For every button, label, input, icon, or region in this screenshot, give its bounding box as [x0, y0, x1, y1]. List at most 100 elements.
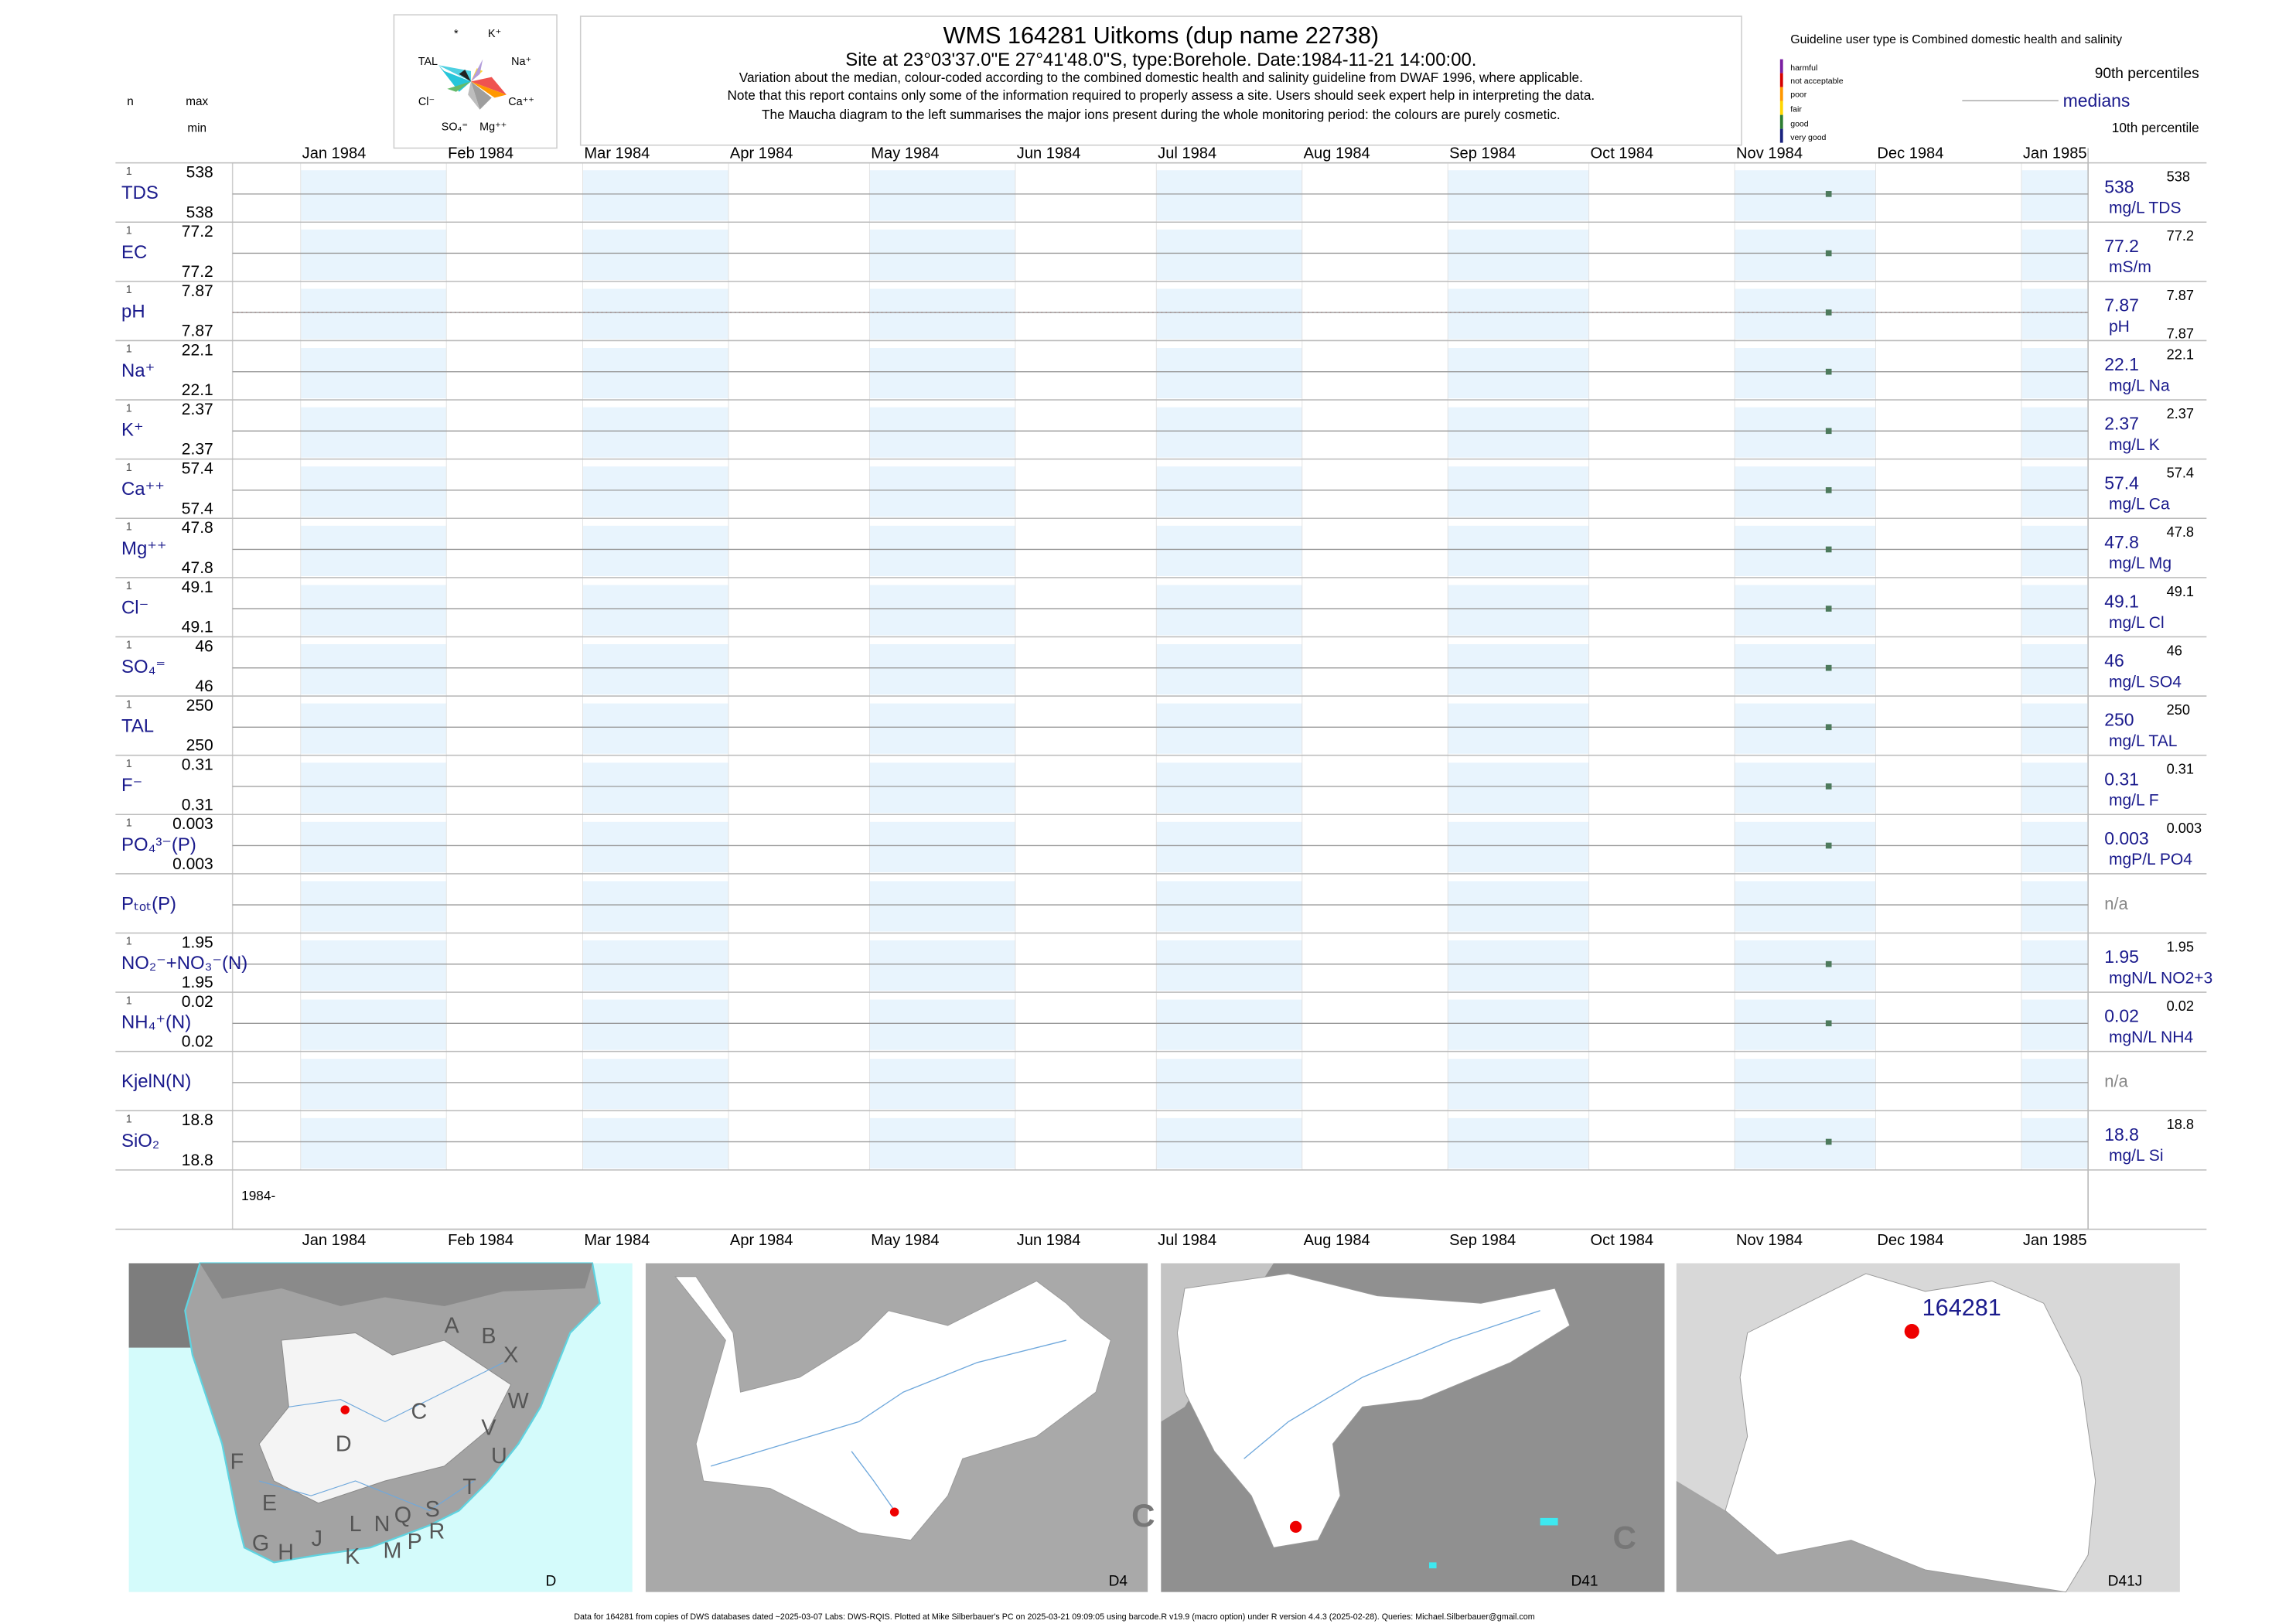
month-band	[2021, 407, 2089, 458]
month-band	[1156, 466, 1302, 517]
month-bands	[300, 170, 2089, 1169]
data-point	[1825, 664, 1832, 671]
x-tick-label: Apr 1984	[730, 145, 793, 162]
parameter-label: NH₄⁺(N)	[121, 1012, 191, 1033]
month-band	[1448, 525, 1589, 576]
month-band	[1156, 763, 1302, 814]
month-band	[1448, 348, 1589, 399]
month-band	[300, 821, 447, 872]
map-region-letter: N	[374, 1512, 391, 1537]
footer: Data for 164281 from copies of DWS datab…	[574, 1612, 1534, 1622]
maucha-label: Cl⁻	[418, 96, 435, 108]
month-band	[300, 288, 447, 339]
month-band	[582, 881, 729, 932]
max-value: 18.8	[182, 1111, 213, 1129]
map-catchment	[258, 1332, 512, 1504]
month-band	[1735, 1059, 1876, 1110]
p90-value: 49.1	[2167, 584, 2194, 599]
p90-value: 18.8	[2167, 1117, 2194, 1132]
column-head: min	[187, 122, 206, 135]
month-band	[300, 525, 447, 576]
min-value: 77.2	[182, 263, 213, 281]
month-band	[869, 288, 1015, 339]
min-value: 0.003	[172, 855, 213, 873]
map-panel	[1161, 1263, 1665, 1592]
month-band	[1448, 999, 1589, 1050]
min-value: 0.31	[182, 796, 213, 814]
min-value: 538	[186, 203, 213, 221]
month-band	[300, 348, 447, 399]
map-region-letter: F	[230, 1450, 244, 1475]
month-band	[1156, 644, 1302, 695]
month-band	[582, 466, 729, 517]
unit: mg/L Si	[2109, 1147, 2164, 1165]
maucha-wedge	[470, 59, 483, 82]
month-band	[2021, 170, 2089, 221]
start-label: 1984-	[241, 1188, 275, 1203]
median-value: 250	[2104, 710, 2134, 730]
maucha-wedge	[470, 81, 492, 110]
month-band	[582, 1059, 729, 1110]
max-value: 1.95	[182, 933, 213, 951]
x-tick-label: Jul 1984	[1158, 145, 1216, 162]
month-band	[1735, 703, 1876, 754]
min-value: 47.8	[182, 559, 213, 577]
map-label: D41J	[2108, 1573, 2143, 1589]
month-band	[582, 703, 729, 754]
maucha-label: *	[454, 28, 459, 40]
month-band	[869, 525, 1015, 576]
count: 1	[126, 165, 132, 178]
parameter-label: PO₄³⁻(P)	[121, 834, 196, 855]
parameter-label: pH	[121, 301, 145, 322]
median-value: 1.95	[2104, 947, 2139, 967]
count: 1	[126, 758, 132, 770]
unit: mg/L TDS	[2109, 200, 2182, 217]
map-river	[711, 1339, 1066, 1467]
parameter-label: Cl⁻	[121, 597, 148, 618]
month-band	[1156, 229, 1302, 280]
p90-value: 7.87	[2167, 288, 2194, 303]
map-river	[258, 1480, 475, 1511]
data-point	[1825, 724, 1832, 731]
month-band	[1448, 288, 1589, 339]
month-band	[1448, 940, 1589, 991]
x-tick-label: Nov 1984	[1736, 145, 1803, 162]
month-band	[1735, 585, 1876, 636]
p10-value: 7.87	[2167, 326, 2194, 342]
x-tick-label: Dec 1984	[1877, 1232, 1943, 1249]
month-band	[1735, 821, 1876, 872]
x-tick-label: Jun 1984	[1017, 1232, 1081, 1249]
median-value: 18.8	[2104, 1124, 2139, 1145]
month-band	[2021, 1059, 2089, 1110]
map-region-letter: S	[425, 1497, 440, 1522]
month-band	[2021, 940, 2089, 991]
site-line: Site at 23°03'37.0"E 27°41'48.0"S, type:…	[845, 49, 1476, 70]
median-value: 49.1	[2104, 591, 2139, 611]
month-band	[300, 703, 447, 754]
x-tick-label: May 1984	[871, 1232, 939, 1249]
count: 1	[126, 521, 132, 534]
month-band	[1156, 881, 1302, 932]
p90-value: 0.003	[2167, 821, 2202, 836]
month-band	[869, 1117, 1015, 1169]
data-point	[1825, 368, 1832, 375]
map-region-letter: C	[1613, 1520, 1636, 1556]
month-band	[582, 407, 729, 458]
data-point	[1825, 428, 1832, 435]
month-band	[1448, 763, 1589, 814]
month-band	[300, 229, 447, 280]
month-band	[1156, 407, 1302, 458]
month-band	[2021, 881, 2089, 932]
x-tick-label: Dec 1984	[1877, 145, 1943, 162]
map-land	[1676, 1481, 2066, 1592]
max-value: 538	[186, 164, 213, 182]
column-head: max	[186, 95, 208, 108]
map-region-letter: U	[491, 1444, 507, 1469]
x-tick-label: Mar 1984	[584, 145, 650, 162]
month-band	[1156, 703, 1302, 754]
data-point	[1825, 546, 1832, 553]
month-band	[869, 821, 1015, 872]
map-catchment	[1176, 1273, 1571, 1548]
